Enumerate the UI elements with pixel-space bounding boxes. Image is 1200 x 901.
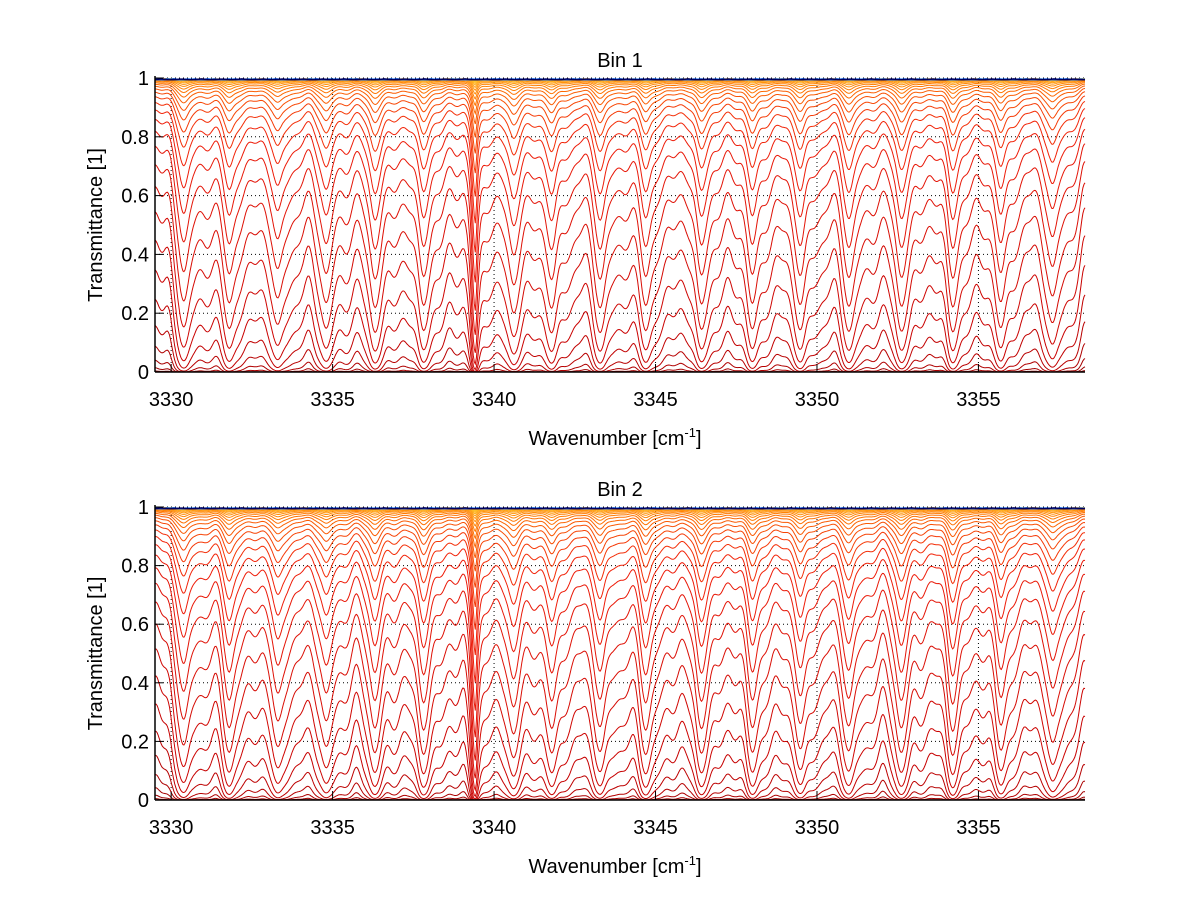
series-line	[155, 509, 1085, 528]
subplot-1: 3330 3335 3340 3345 3350 3355 0 0.2 0.4 0.6 0.8 1 Bi…	[85, 50, 1086, 450]
series-line	[154, 358, 1086, 373]
y-tick-label: 0	[138, 362, 149, 384]
series-line	[154, 529, 1086, 630]
x-tick-label: 3355	[956, 817, 1001, 839]
series-line	[154, 207, 1086, 366]
x-tick-label: 3335	[310, 389, 355, 411]
series-line	[154, 507, 1086, 510]
x-axis-label: Wavenumber [cm-1]	[528, 425, 701, 450]
series-line	[155, 520, 1086, 588]
series-line	[155, 508, 1086, 523]
x-tick-label: 3350	[795, 389, 840, 411]
x-tick-label: 3335	[310, 817, 355, 839]
y-tick-label: 1	[138, 68, 149, 90]
series-line	[155, 517, 1086, 572]
series-line	[154, 623, 1086, 792]
y-tick-label: 0.8	[121, 127, 149, 149]
series-line	[154, 554, 1086, 711]
series-line	[154, 95, 1086, 174]
series-line	[154, 675, 1086, 800]
chart-title: Bin 2	[597, 479, 643, 501]
x-axis-label-superscript: -1	[684, 425, 696, 440]
series-line	[154, 81, 1085, 100]
series-line	[154, 182, 1086, 353]
series-line	[154, 567, 1086, 738]
series-line	[155, 82, 1086, 107]
subplot-2: 3330 3335 3340 3345 3350 3355 0 0.2 0.4 0.6 0.8 1 Bi…	[85, 479, 1086, 878]
x-tick-label: 3330	[149, 389, 194, 411]
series-line	[155, 508, 1085, 520]
y-tick-label: 0.4	[121, 673, 149, 695]
y-tick-label: 1	[138, 497, 149, 519]
y-tick-label: 0.4	[121, 244, 149, 266]
x-tick-label: 3330	[149, 817, 194, 839]
x-tick-label: 3340	[472, 389, 517, 411]
y-tick-label: 0.8	[121, 556, 149, 578]
series-line	[154, 88, 1086, 138]
series-line	[154, 524, 1086, 607]
series-line	[154, 101, 1086, 197]
series-line	[154, 78, 1086, 81]
series-line	[155, 514, 1085, 558]
series-line	[154, 161, 1086, 335]
series-line	[154, 601, 1086, 779]
series-line	[154, 535, 1086, 656]
x-axis-label: Wavenumber [cm-1]	[528, 853, 701, 878]
series-line	[154, 754, 1086, 801]
y-tick-label: 0	[138, 790, 149, 812]
series-line	[154, 235, 1086, 371]
x-axis-label-text: Wavenumber [cm	[528, 428, 684, 450]
series-line	[154, 108, 1086, 224]
series-line	[154, 128, 1086, 283]
series-line	[155, 79, 1085, 91]
series-line	[155, 510, 1085, 533]
series-line	[155, 511, 1086, 540]
x-axis-label-end: ]	[696, 428, 702, 450]
y-tick-label: 0.2	[121, 731, 149, 753]
series-line	[154, 91, 1086, 154]
y-axis-label: Transmittance [1]	[85, 577, 107, 731]
y-axis-label: Transmittance [1]	[85, 148, 107, 302]
series-line	[155, 80, 1086, 95]
series-line	[154, 83, 1086, 116]
series-line	[154, 730, 1086, 801]
series-line	[154, 648, 1086, 798]
series-line	[154, 343, 1086, 373]
y-tick-label: 0.6	[121, 614, 149, 636]
y-tick-label: 0.6	[121, 186, 149, 208]
series-line	[154, 117, 1086, 253]
series-line	[154, 544, 1086, 683]
series-line	[154, 143, 1086, 311]
x-axis-label-superscript: -1	[684, 853, 696, 868]
series-line	[154, 774, 1086, 801]
series-line	[154, 582, 1086, 761]
x-tick-label: 3340	[472, 817, 517, 839]
x-tick-label: 3355	[956, 389, 1001, 411]
x-axis-label-end: ]	[696, 856, 702, 878]
series-line	[154, 703, 1086, 801]
chart-title: Bin 1	[597, 50, 643, 72]
x-axis-label-text: Wavenumber [cm	[528, 856, 684, 878]
x-tick-label: 3350	[795, 817, 840, 839]
series-line	[154, 265, 1086, 372]
series-line	[154, 85, 1086, 125]
x-tick-label: 3345	[633, 389, 678, 411]
y-tick-label: 0.2	[121, 303, 149, 325]
series-line	[154, 294, 1086, 373]
x-tick-label: 3345	[633, 817, 678, 839]
series-line	[154, 321, 1086, 373]
series-line	[155, 512, 1085, 549]
